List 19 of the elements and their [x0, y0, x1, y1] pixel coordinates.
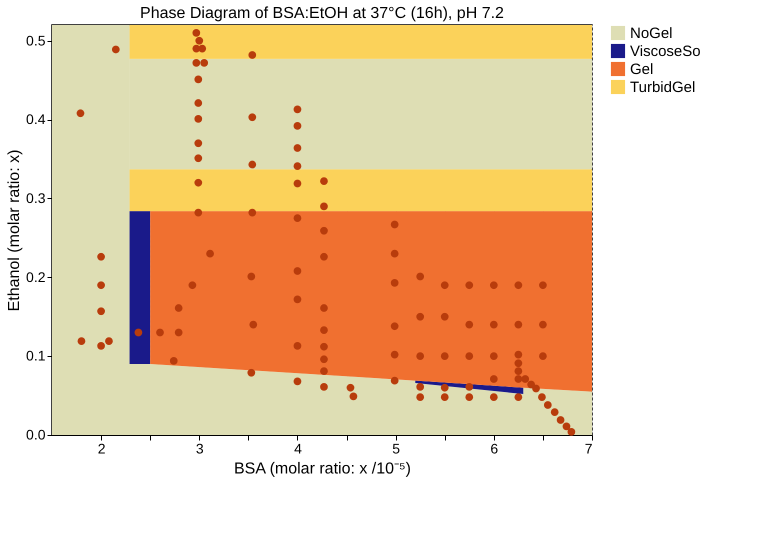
x-tick-label: 2 [98, 440, 106, 456]
y-tick-label: 0.0 [26, 426, 46, 442]
y-tick-label: 0.2 [26, 268, 46, 285]
y-axis-title: Ethanol (molar ratio: x) [6, 150, 24, 312]
legend-label: Gel [630, 61, 654, 78]
y-tick-label: 0.5 [26, 32, 46, 48]
x-tick-label: 6 [490, 440, 498, 456]
legend-label: TurbidGel [630, 79, 696, 96]
legend-label: ViscoseSo [630, 43, 701, 60]
legend-label: NoGel [630, 25, 673, 42]
x-tick-label: 3 [196, 440, 204, 456]
y-tick-label: 0.1 [26, 348, 46, 364]
y-tick-label: 0.3 [26, 190, 46, 206]
x-tick-label: 5 [392, 440, 400, 456]
chart-title: Phase Diagram of BSA:EtOH at 37°C (16h), pH 7.2 [140, 5, 504, 22]
x-tick-label: 4 [294, 440, 302, 456]
x-axis-title: BSA (molar ratio: x /10⁻⁵) [234, 460, 412, 478]
x-tick-label: 7 [584, 440, 593, 456]
y-tick-label: 0.4 [26, 111, 46, 128]
